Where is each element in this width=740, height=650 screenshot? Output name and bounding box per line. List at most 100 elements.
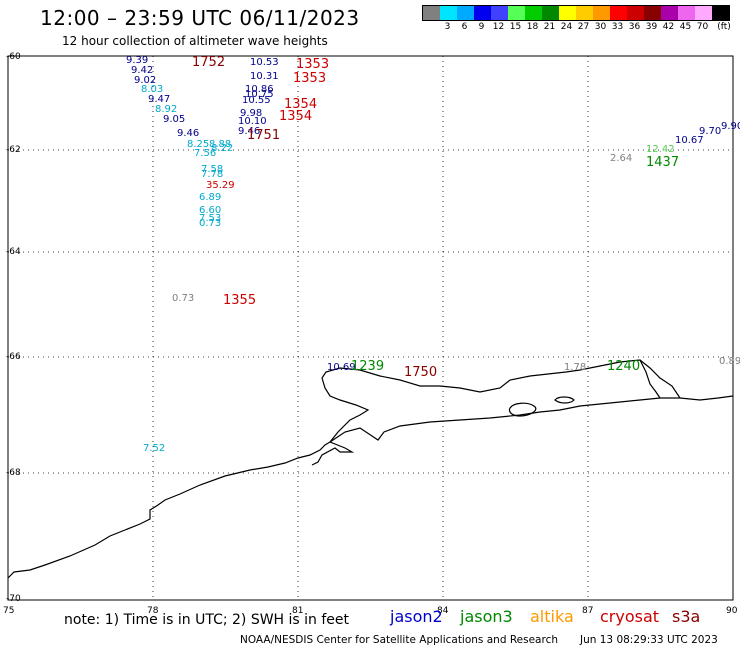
wave-height-value: 10.10 [238, 116, 267, 127]
pass-time-label: 1437 [646, 155, 680, 170]
lat-label: -60 [6, 52, 21, 62]
wave-height-value: 6.89 [199, 192, 222, 203]
wave-height-value: 7.56 [194, 148, 217, 159]
legend-tick-label: 39 [645, 22, 658, 32]
legend-tick-label: 9 [478, 22, 485, 32]
legend-tick-label: 21 [543, 22, 556, 32]
map-title: 12:00 – 23:59 UTC 06/11/2023 [40, 6, 360, 30]
legend-unit: (ft) [717, 22, 731, 32]
map-subtitle: 12 hour collection of altimeter wave hei… [62, 34, 328, 48]
wave-height-value: 8.88 [209, 139, 232, 150]
legend-tick-label: 27 [577, 22, 590, 32]
wave-height-value: 9.98 [240, 108, 263, 119]
wave-height-value: 8.92 [155, 104, 178, 115]
graticule [8, 56, 733, 600]
lon-label: 90 [726, 606, 738, 616]
satellite-cryosat: cryosat [600, 607, 660, 626]
wave-height-value: 10.67 [675, 135, 704, 146]
legend-tick-label: 42 [662, 22, 675, 32]
legend-tick-label: 6 [461, 22, 468, 32]
pass-time-label: 1354 [284, 97, 318, 112]
wave-height-value: 10.69 [327, 362, 356, 373]
wave-height-value: 9.90 [721, 121, 740, 132]
lat-label: -64 [6, 247, 21, 257]
legend-tick-label: 70 [696, 22, 709, 32]
legend-tick-label: 3 [444, 22, 451, 32]
lat-label: -66 [6, 352, 21, 362]
legend-swatch [542, 6, 559, 20]
wave-height-value: 8.22 [211, 143, 234, 154]
lon-label: 75 [3, 606, 15, 616]
wave-height-value: 9.47 [148, 94, 171, 105]
wave-height-value: 8.25 [187, 139, 210, 150]
wave-height-value: 10.55 [242, 95, 271, 106]
wave-height-value: 10.86 [245, 84, 274, 95]
pass-time-label: 1751 [247, 128, 281, 143]
satellite-jason3: jason3 [460, 607, 513, 626]
legend-swatch [559, 6, 576, 20]
legend-swatch [576, 6, 593, 20]
pass-time-label: 1240 [607, 359, 641, 374]
pass-time-label: 1353 [296, 57, 330, 72]
lon-label: 87 [582, 606, 594, 616]
legend-swatch [661, 6, 678, 20]
wave-height-value: 6.60 [199, 205, 222, 216]
legend-swatch [457, 6, 474, 20]
lon-label: 84 [437, 606, 449, 616]
antarctic-coastline [7, 359, 734, 579]
lon-label: 81 [292, 606, 304, 616]
wave-height-value: 9.46 [238, 126, 261, 137]
legend-swatch [627, 6, 644, 20]
legend-swatch [491, 6, 508, 20]
wave-height-value: 10.53 [250, 57, 279, 68]
wave-height-value: 10.75 [245, 89, 274, 100]
generated-timestamp: Jun 13 08:29:33 UTC 2023 [580, 634, 718, 646]
legend-swatch [474, 6, 491, 20]
legend-color-bar [422, 5, 730, 21]
lon-label: 78 [147, 606, 159, 616]
legend-swatch [644, 6, 661, 20]
wave-height-value: 35.29 [206, 180, 235, 191]
pass-time-label: 1750 [404, 365, 438, 380]
legend-swatch [440, 6, 457, 20]
legend-tick-label: 33 [611, 22, 624, 32]
wave-height-value: 9.02 [134, 75, 157, 86]
wave-height-value: 7.78 [201, 169, 224, 180]
lat-label: -70 [6, 594, 21, 604]
credit-line: NOAA/NESDIS Center for Satellite Applica… [240, 634, 558, 646]
wave-height-value: 7.52 [143, 443, 166, 454]
wave-height-value: 7.53 [199, 213, 222, 224]
legend-swatch [525, 6, 542, 20]
wave-height-value: 0.73 [199, 218, 222, 229]
legend-swatch [508, 6, 525, 20]
wave-height-value: 1.78 [564, 362, 587, 373]
wave-height-value: 9.46 [177, 128, 200, 139]
satellite-altika: altika [530, 607, 574, 626]
legend-tick-label: 15 [509, 22, 522, 32]
pass-time-label: 1353 [293, 71, 327, 86]
footer-note: note: 1) Time is in UTC; 2) SWH is in fe… [64, 612, 350, 628]
legend-swatch [712, 6, 729, 20]
wave-height-value: 0.73 [172, 293, 195, 304]
wave-height-value: 8.03 [141, 84, 164, 95]
wave-height-value: 7.58 [201, 164, 224, 175]
satellite-s3a: s3a [672, 607, 701, 626]
wave-height-value: 9.42 [131, 65, 154, 76]
lat-label: -62 [6, 145, 21, 155]
pass-time-label: 1354 [279, 109, 313, 124]
wave-height-value: 2.64 [610, 153, 633, 164]
legend-tick-label: 12 [492, 22, 505, 32]
legend-tick-label: 18 [526, 22, 539, 32]
legend-tick-labels: 3 6 9 12 15 18 21 24 27 30 33 36 39 42 45 70 (ft) [422, 21, 731, 35]
legend-tick-label: 36 [628, 22, 641, 32]
wave-height-value: 9.70 [699, 126, 722, 137]
legend-swatch [610, 6, 627, 20]
wave-height-value: 0.89 [719, 356, 740, 367]
wave-height-value: 10.31 [250, 71, 279, 82]
legend-swatch [678, 6, 695, 20]
wave-height-value: 9.05 [163, 114, 186, 125]
lat-label: -68 [6, 468, 21, 478]
wave-height-value: 9.39 [126, 55, 149, 66]
legend-swatch [593, 6, 610, 20]
